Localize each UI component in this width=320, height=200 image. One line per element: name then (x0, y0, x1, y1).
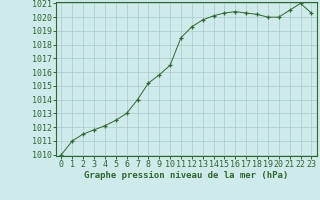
X-axis label: Graphe pression niveau de la mer (hPa): Graphe pression niveau de la mer (hPa) (84, 171, 289, 180)
